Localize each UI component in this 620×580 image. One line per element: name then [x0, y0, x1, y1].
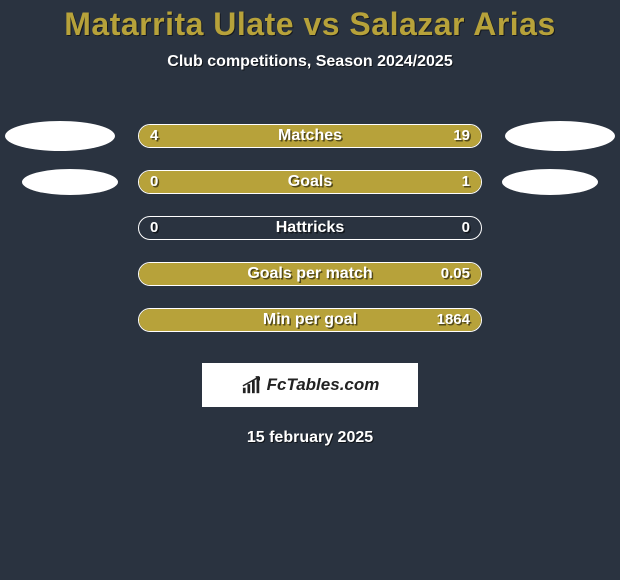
- stat-value-right: 0.05: [441, 262, 470, 286]
- stat-row: Goals01: [0, 159, 620, 205]
- page-subtitle: Club competitions, Season 2024/2025: [0, 53, 620, 71]
- brand-badge[interactable]: FcTables.com: [202, 363, 418, 407]
- player-right-oval: [505, 121, 615, 151]
- stat-row: Goals per match0.05: [0, 251, 620, 297]
- page-title: Matarrita Ulate vs Salazar Arias: [0, 6, 620, 43]
- stat-value-right: 0: [462, 216, 470, 240]
- stat-value-left: 0: [150, 216, 158, 240]
- stat-bar-fill-right: [139, 263, 481, 285]
- stat-bar-fill-right: [139, 171, 481, 193]
- stat-bar-track: [138, 262, 482, 286]
- player-right-oval: [502, 169, 598, 195]
- stat-value-right: 1: [462, 170, 470, 194]
- stat-value-right: 1864: [437, 308, 470, 332]
- stat-rows: Matches419Goals01Hattricks00Goals per ma…: [0, 113, 620, 343]
- comparison-infographic: Matarrita Ulate vs Salazar Arias Club co…: [0, 0, 620, 447]
- bar-chart-arrow-icon: [241, 375, 263, 395]
- stat-row: Min per goal1864: [0, 297, 620, 343]
- stat-bar-track: [138, 124, 482, 148]
- stat-bar-track: [138, 308, 482, 332]
- stat-bar-track: [138, 170, 482, 194]
- stat-bar-fill-right: [139, 309, 481, 331]
- comparison-date: 15 february 2025: [0, 429, 620, 447]
- stat-bar-track: [138, 216, 482, 240]
- stat-row: Hattricks00: [0, 205, 620, 251]
- brand-text: FcTables.com: [267, 375, 380, 395]
- player-left-oval: [22, 169, 118, 195]
- stat-bar-fill-right: [199, 125, 481, 147]
- stat-value-right: 19: [453, 124, 470, 148]
- stat-value-left: 0: [150, 170, 158, 194]
- stat-bar-fill-left: [139, 125, 199, 147]
- stat-value-left: 4: [150, 124, 158, 148]
- player-left-oval: [5, 121, 115, 151]
- stat-row: Matches419: [0, 113, 620, 159]
